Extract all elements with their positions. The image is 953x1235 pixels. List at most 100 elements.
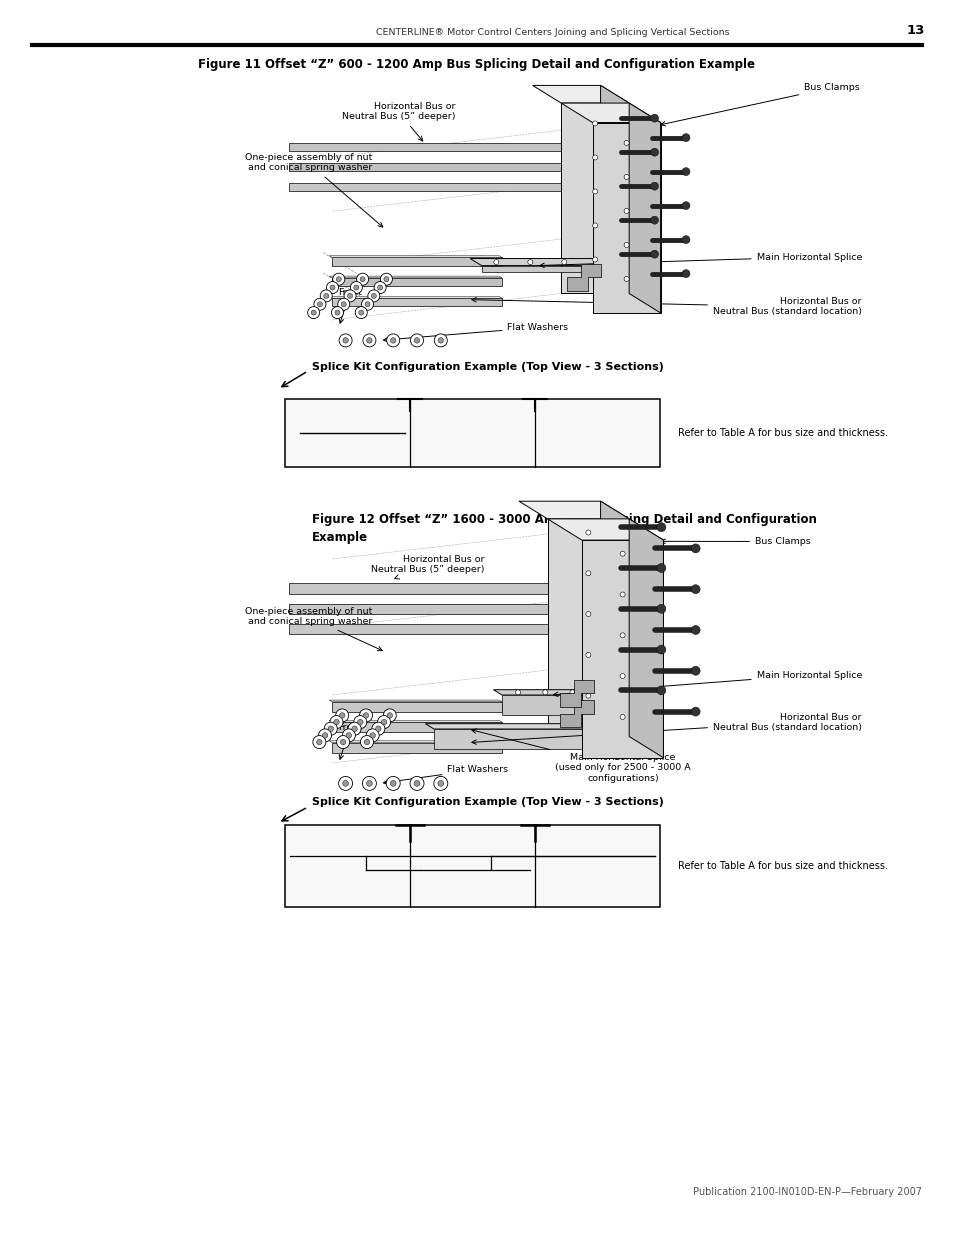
Circle shape bbox=[592, 224, 597, 228]
Text: Figure 12 Offset “Z” 1600 - 3000 Amp Bus Splicing Detail and Configuration: Figure 12 Offset “Z” 1600 - 3000 Amp Bus… bbox=[312, 513, 816, 526]
Text: Splice Kit Configuration Example (Top View - 3 Sections): Splice Kit Configuration Example (Top Vi… bbox=[312, 362, 663, 372]
Circle shape bbox=[592, 257, 597, 262]
Circle shape bbox=[623, 277, 628, 282]
Text: Bus Clamps: Bus Clamps bbox=[660, 537, 810, 546]
Circle shape bbox=[619, 714, 624, 720]
Circle shape bbox=[314, 298, 326, 310]
Circle shape bbox=[437, 781, 443, 787]
Circle shape bbox=[377, 715, 390, 729]
Circle shape bbox=[354, 285, 358, 290]
Circle shape bbox=[619, 673, 624, 678]
Polygon shape bbox=[481, 266, 603, 273]
Circle shape bbox=[342, 729, 355, 742]
Circle shape bbox=[619, 551, 624, 556]
Polygon shape bbox=[559, 679, 594, 706]
Text: Horizontal Bus or
Neutral Bus (standard location): Horizontal Bus or Neutral Bus (standard … bbox=[472, 296, 862, 316]
Text: Horizontal Bus or
Neutral Bus (5” deeper): Horizontal Bus or Neutral Bus (5” deeper… bbox=[371, 555, 484, 579]
Polygon shape bbox=[581, 540, 662, 758]
Text: Example: Example bbox=[312, 531, 368, 543]
Circle shape bbox=[570, 690, 575, 695]
Circle shape bbox=[650, 114, 658, 122]
Text: Flat Washers: Flat Washers bbox=[383, 324, 568, 342]
Circle shape bbox=[348, 722, 360, 735]
Circle shape bbox=[623, 174, 628, 179]
Circle shape bbox=[341, 301, 346, 306]
Circle shape bbox=[318, 729, 332, 742]
Circle shape bbox=[339, 713, 345, 718]
Circle shape bbox=[358, 310, 363, 315]
Circle shape bbox=[366, 729, 378, 742]
Circle shape bbox=[320, 290, 332, 301]
Circle shape bbox=[592, 154, 597, 161]
Circle shape bbox=[619, 592, 624, 597]
Text: 13: 13 bbox=[905, 23, 924, 37]
Polygon shape bbox=[289, 583, 595, 594]
Circle shape bbox=[592, 189, 597, 194]
Polygon shape bbox=[628, 519, 662, 758]
Polygon shape bbox=[559, 700, 594, 727]
Polygon shape bbox=[560, 103, 628, 294]
Polygon shape bbox=[332, 278, 501, 287]
Circle shape bbox=[359, 709, 372, 722]
Circle shape bbox=[386, 333, 399, 347]
Circle shape bbox=[361, 298, 374, 310]
Polygon shape bbox=[289, 624, 595, 635]
Polygon shape bbox=[332, 742, 501, 753]
Circle shape bbox=[690, 584, 700, 594]
Circle shape bbox=[335, 709, 349, 722]
Circle shape bbox=[650, 183, 658, 190]
Circle shape bbox=[350, 282, 362, 294]
Polygon shape bbox=[289, 604, 595, 614]
Circle shape bbox=[623, 141, 628, 146]
Circle shape bbox=[362, 777, 376, 790]
Circle shape bbox=[357, 719, 363, 725]
Circle shape bbox=[334, 719, 339, 725]
Circle shape bbox=[377, 285, 382, 290]
Circle shape bbox=[434, 777, 447, 790]
Circle shape bbox=[650, 216, 658, 225]
Circle shape bbox=[342, 781, 348, 787]
Circle shape bbox=[494, 259, 498, 264]
Circle shape bbox=[375, 726, 380, 731]
Circle shape bbox=[355, 306, 367, 319]
Bar bbox=[285, 825, 659, 906]
Text: Horizontal Bus or
Neutral Bus (standard location): Horizontal Bus or Neutral Bus (standard … bbox=[472, 713, 862, 745]
Text: Bus Clamps: Bus Clamps bbox=[660, 83, 859, 126]
Circle shape bbox=[372, 722, 384, 735]
Circle shape bbox=[690, 667, 700, 676]
Circle shape bbox=[592, 121, 597, 126]
Circle shape bbox=[437, 337, 443, 343]
Circle shape bbox=[585, 571, 590, 576]
Circle shape bbox=[527, 259, 532, 264]
Circle shape bbox=[324, 722, 337, 735]
Text: Horizontal Bus or
Neutral Bus (5” deeper): Horizontal Bus or Neutral Bus (5” deeper… bbox=[341, 103, 455, 141]
Circle shape bbox=[363, 713, 369, 718]
Polygon shape bbox=[501, 695, 590, 715]
Polygon shape bbox=[329, 720, 501, 722]
Polygon shape bbox=[332, 701, 501, 713]
Polygon shape bbox=[289, 142, 595, 151]
Circle shape bbox=[316, 740, 322, 745]
Circle shape bbox=[386, 777, 399, 790]
Polygon shape bbox=[332, 722, 501, 732]
Circle shape bbox=[681, 133, 689, 142]
Text: One-piece assembly of nut
and conical spring washer: One-piece assembly of nut and conical sp… bbox=[244, 606, 382, 651]
Text: Main Horizontal Splice
(used only for 2500 - 3000 A
configurations): Main Horizontal Splice (used only for 25… bbox=[471, 729, 690, 783]
Polygon shape bbox=[560, 103, 659, 122]
Circle shape bbox=[347, 294, 353, 299]
Bar bbox=[285, 399, 659, 467]
Text: Main Horizontal Splice: Main Horizontal Splice bbox=[539, 252, 862, 268]
Text: Flat Washers: Flat Washers bbox=[383, 764, 508, 784]
Circle shape bbox=[335, 310, 339, 315]
Circle shape bbox=[690, 625, 700, 635]
Polygon shape bbox=[425, 724, 590, 729]
Circle shape bbox=[657, 522, 665, 532]
Polygon shape bbox=[493, 689, 590, 695]
Polygon shape bbox=[532, 85, 628, 103]
Circle shape bbox=[371, 294, 376, 299]
Polygon shape bbox=[518, 501, 628, 519]
Circle shape bbox=[585, 652, 590, 657]
Circle shape bbox=[619, 632, 624, 637]
Polygon shape bbox=[332, 257, 501, 266]
Circle shape bbox=[344, 290, 355, 301]
